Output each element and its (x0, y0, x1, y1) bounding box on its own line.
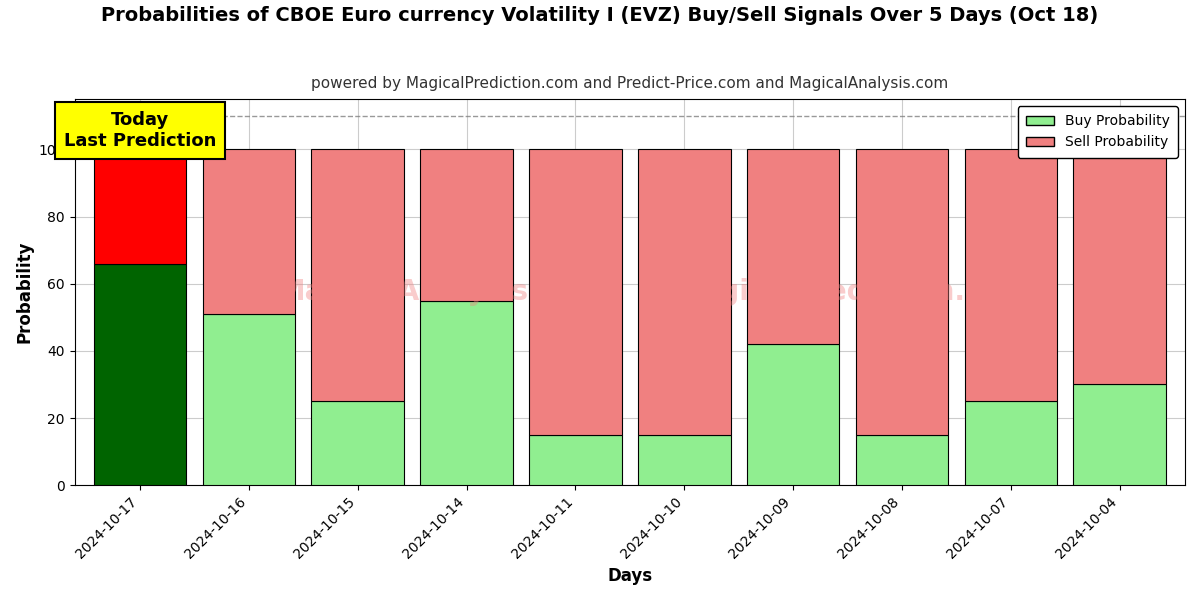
Bar (1074, 385, 1166, 485)
Bar (203, 149, 295, 314)
Legend: Buy Probability, Sell Probability: Buy Probability, Sell Probability (1018, 106, 1178, 158)
Bar (856, 149, 948, 435)
Title: powered by MagicalPrediction.com and Predict-Price.com and MagicalAnalysis.com: powered by MagicalPrediction.com and Pre… (311, 76, 948, 91)
Bar (94, 149, 186, 263)
Bar (638, 435, 731, 485)
Bar (529, 149, 622, 435)
Bar (94, 263, 186, 485)
Bar (203, 314, 295, 485)
Bar (746, 149, 839, 344)
Bar (312, 149, 404, 401)
X-axis label: Days: Days (607, 567, 653, 585)
Bar (312, 401, 404, 485)
Bar (856, 435, 948, 485)
Bar (420, 301, 512, 485)
Bar (965, 401, 1057, 485)
Text: Probabilities of CBOE Euro currency Volatility I (EVZ) Buy/Sell Signals Over 5 D: Probabilities of CBOE Euro currency Vola… (101, 6, 1099, 25)
Text: MagicalPrediction.com: MagicalPrediction.com (673, 278, 1030, 306)
Text: MagicalAnalysis.com: MagicalAnalysis.com (278, 278, 604, 306)
Text: Today
Last Prediction: Today Last Prediction (64, 111, 216, 149)
Bar (529, 435, 622, 485)
Bar (746, 344, 839, 485)
Bar (638, 149, 731, 435)
Y-axis label: Probability: Probability (16, 241, 34, 343)
Bar (965, 149, 1057, 401)
Bar (1074, 149, 1166, 385)
Bar (420, 149, 512, 301)
